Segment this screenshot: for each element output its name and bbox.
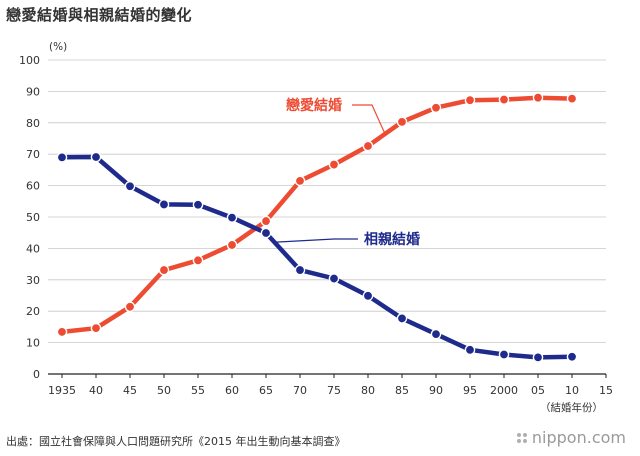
y-tick-label: 20: [26, 305, 40, 318]
y-tick-label: 30: [26, 274, 40, 287]
y-tick-label: 100: [19, 54, 40, 67]
series-2-point: [124, 180, 136, 192]
x-tick-label: 95: [463, 384, 477, 397]
x-tick-label: 50: [157, 384, 171, 397]
x-tick-label: 15: [599, 384, 613, 397]
y-tick-label: 70: [26, 148, 40, 161]
grid-lines: [48, 59, 607, 378]
series-label-1: 戀愛結婚: [286, 97, 342, 114]
brand-logo: nippon.com: [516, 428, 626, 447]
series-1-point: [498, 94, 510, 105]
series-2-point: [328, 273, 340, 284]
series-1-point: [430, 102, 442, 114]
series-2-point: [226, 212, 238, 223]
x-tick-label: 2000: [490, 384, 518, 397]
leader-line-1: [352, 104, 386, 135]
series-1-point: [124, 301, 136, 313]
series-1-point: [158, 264, 170, 276]
x-tick-label: 05: [531, 384, 545, 397]
series-line-1: [59, 95, 575, 335]
x-tick-label: 60: [225, 384, 239, 397]
series-2-point: [260, 227, 272, 239]
series-1-point: [294, 175, 306, 187]
brand-name: nippon.com: [531, 428, 626, 447]
x-tick-labels: 1935 40 45 50 55 60 65 70 75 80 85 90 95 2000 05 10 15: [48, 384, 613, 397]
series-1-point: [260, 215, 272, 227]
y-tick-label: 90: [26, 85, 40, 98]
series-1-point: [532, 92, 544, 103]
source-note: 出處：國立社會保障與人口問題研究所《2015 年出生動向基本調查》: [6, 435, 346, 448]
y-tick-label: 10: [26, 337, 40, 350]
x-unit-label: （結婚年份）: [540, 401, 603, 414]
series-2-point: [430, 328, 442, 340]
x-tick-label: 70: [293, 384, 307, 397]
y-tick-label: 80: [26, 117, 40, 130]
x-tick-label: 90: [429, 384, 443, 397]
series-line-2: [59, 154, 575, 360]
series-1-point: [396, 116, 408, 128]
series-1-point: [56, 326, 68, 338]
series-1-point: [90, 322, 102, 334]
series-layer: [56, 92, 578, 363]
y-tick-label: 0: [33, 368, 40, 381]
series-2-point: [90, 151, 102, 163]
y-unit-label: (%): [49, 41, 67, 53]
x-tick-label: 1935: [48, 384, 76, 397]
x-tick-label: 75: [327, 384, 341, 397]
series-2-point: [56, 152, 68, 163]
x-tick-label: 85: [395, 384, 409, 397]
y-tick-label: 40: [26, 242, 40, 255]
series-2-point: [294, 264, 306, 276]
series-2-point: [464, 344, 476, 356]
series-1-point: [464, 94, 476, 106]
series-2-point: [158, 199, 170, 210]
series-1-point: [566, 93, 578, 104]
series-1-point: [192, 255, 204, 266]
leader-line-2: [276, 238, 358, 243]
x-tick-label: 80: [361, 384, 375, 397]
series-2-point: [192, 199, 204, 211]
y-tick-labels: 0 10 20 30 40 50 60 70 80 90 100: [19, 54, 40, 381]
x-tick-label: 10: [565, 384, 579, 397]
series-2-point: [396, 313, 408, 324]
chart-title: 戀愛結婚與相親結婚的變化: [6, 6, 193, 24]
x-tick-label: 65: [259, 384, 273, 397]
x-tick-label: 55: [191, 384, 205, 397]
series-label-2: 相親結婚: [364, 231, 420, 248]
y-tick-label: 50: [26, 211, 40, 224]
y-tick-label: 60: [26, 180, 40, 193]
nippon-dots-icon: [516, 432, 527, 443]
series-1-point: [226, 239, 238, 251]
series-2-point: [362, 290, 374, 302]
series-2-point: [498, 349, 510, 360]
series-2-point: [532, 352, 544, 363]
series-1-point: [362, 140, 374, 152]
series-2-point: [566, 351, 578, 363]
x-tick-label: 45: [123, 384, 137, 397]
series-1-point: [328, 159, 340, 170]
x-tick-label: 40: [89, 384, 103, 397]
